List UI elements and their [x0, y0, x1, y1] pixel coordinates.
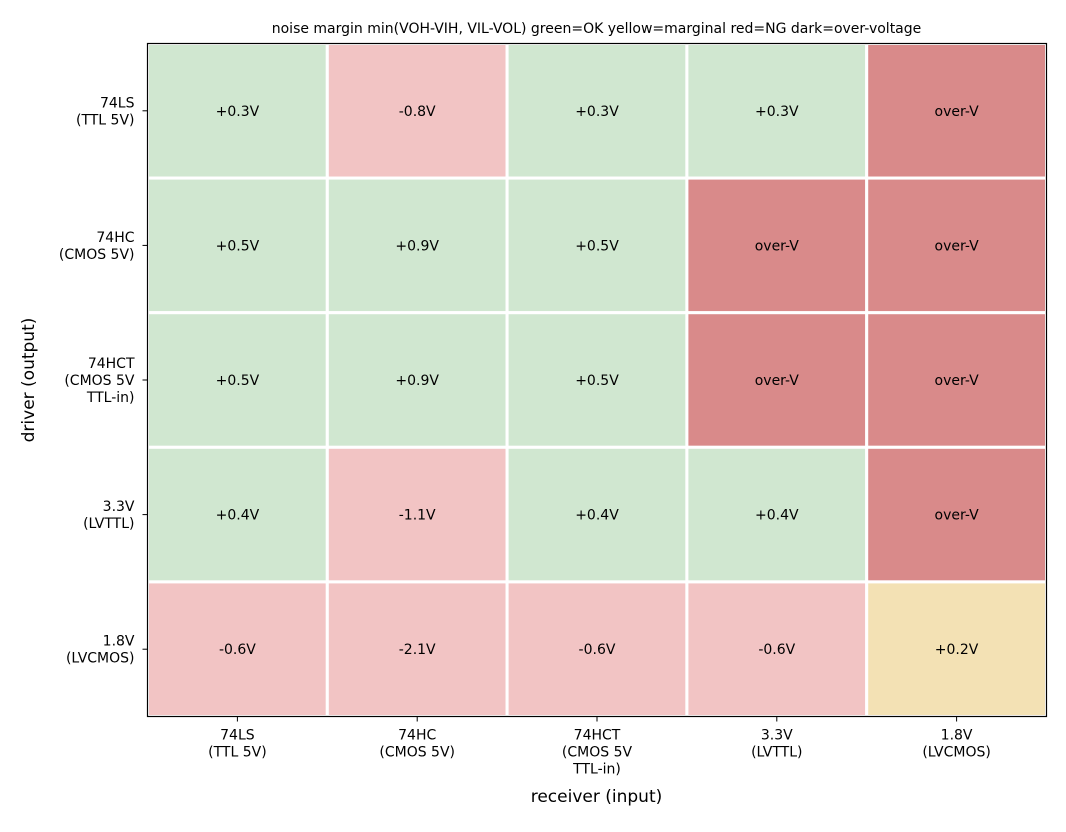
cell-label-r2-c2: +0.5V	[575, 373, 619, 389]
y-tick-label-3: 3.3V (LVTTL)	[83, 499, 135, 532]
y-tick-line-4-1: (LVCMOS)	[66, 651, 135, 667]
heatmap-cell-r4-c1	[325, 580, 509, 719]
cell-label-r3-c1: -1.1V	[399, 508, 436, 524]
heatmap-cell-r3-c2	[505, 445, 689, 584]
cell-label-r1-c3: over-V	[755, 238, 800, 254]
ticks-layer: 74LS (TTL 5V)74HC (CMOS 5V)74HCT (CMOS 5V TT…	[59, 95, 991, 777]
cell-label-r3-c2: +0.4V	[575, 508, 619, 524]
cell-label-r2-c3: over-V	[755, 373, 800, 389]
heatmap-cell-r3-c4	[865, 445, 1049, 584]
y-tick-line-2-1: (CMOS 5V	[64, 373, 135, 389]
x-tick-label-3: 3.3V (LVTTL)	[751, 728, 802, 761]
y-tick-label-4: 1.8V (LVCMOS)	[66, 634, 135, 667]
y-tick-label-1: 74HC (CMOS 5V)	[59, 230, 135, 263]
cell-label-r4-c0: -0.6V	[219, 642, 256, 658]
y-axis-label: driver (output)	[19, 318, 39, 443]
heatmap-cell-r0-c1	[325, 42, 509, 180]
y-tick-line-0-0: 74LS	[100, 95, 135, 111]
cell-label-r1-c4: over-V	[935, 238, 980, 254]
cell-label-r2-c0: +0.5V	[216, 373, 260, 389]
y-tick-line-1-0: 74HC	[96, 230, 134, 246]
heatmap-cell-r4-c4	[865, 580, 1049, 719]
cell-label-r4-c2: -0.6V	[579, 642, 616, 658]
y-tick-line-2-0: 74HCT	[88, 356, 135, 372]
cell-label-r4-c4: +0.2V	[935, 642, 979, 658]
y-tick-line-1-1: (CMOS 5V)	[59, 247, 135, 263]
x-tick-label-1: 74HC (CMOS 5V)	[379, 728, 455, 761]
cell-label-r2-c1: +0.9V	[395, 373, 439, 389]
y-tick-line-3-0: 3.3V	[103, 499, 135, 515]
x-tick-line-2-2: TTL-in)	[572, 762, 621, 778]
plot-frame	[146, 42, 1048, 718]
y-tick-line-4-0: 1.8V	[103, 634, 135, 650]
cells-layer: +0.3V -0.8V +0.3V +0.3V over-V +0.5V +0.9V +0.5…	[146, 42, 1049, 719]
y-tick-line-2-2: TTL-in)	[86, 390, 135, 406]
x-tick-line-4-0: 1.8V	[941, 728, 973, 744]
cell-label-r0-c1: -0.8V	[399, 104, 436, 120]
cell-label-r4-c3: -0.6V	[758, 642, 795, 658]
cell-label-r0-c4: over-V	[935, 104, 980, 120]
x-tick-line-1-1: (CMOS 5V)	[379, 745, 455, 761]
chart-title: noise margin min(VOH-VIH, VIL-VOL) green…	[272, 21, 922, 37]
y-tick-line-0-1: (TTL 5V)	[76, 112, 135, 128]
heatmap-cell-r4-c2	[505, 580, 689, 719]
x-tick-line-2-1: (CMOS 5V	[562, 745, 633, 761]
x-tick-line-1-0: 74HC	[398, 728, 436, 744]
heatmap-cell-r4-c0	[146, 580, 329, 719]
x-axis-label: receiver (input)	[531, 787, 663, 807]
x-tick-line-4-1: (LVCMOS)	[922, 745, 991, 761]
cell-label-r3-c4: over-V	[935, 508, 980, 524]
heatmap-cell-r2-c3	[685, 311, 869, 449]
heatmap-cell-r1-c2	[505, 176, 689, 315]
x-tick-label-4: 1.8V (LVCMOS)	[922, 728, 991, 761]
cell-label-r1-c2: +0.5V	[575, 238, 619, 254]
cell-label-r4-c1: -2.1V	[399, 642, 436, 658]
y-tick-label-2: 74HCT (CMOS 5V TTL-in)	[64, 356, 135, 406]
cell-label-r1-c1: +0.9V	[395, 238, 439, 254]
heatmap-cell-r0-c0	[146, 42, 329, 180]
heatmap-cell-r3-c3	[685, 445, 869, 584]
cell-label-r0-c2: +0.3V	[575, 104, 619, 120]
x-tick-label-2: 74HCT (CMOS 5V TTL-in)	[562, 728, 633, 778]
heatmap-cell-r1-c4	[865, 176, 1049, 315]
cell-label-r3-c0: +0.4V	[216, 508, 260, 524]
x-tick-line-3-0: 3.3V	[761, 728, 793, 744]
x-tick-label-0: 74LS (TTL 5V)	[208, 728, 267, 761]
cell-label-r3-c3: +0.4V	[755, 508, 799, 524]
x-tick-line-0-1: (TTL 5V)	[208, 745, 267, 761]
y-tick-line-3-1: (LVTTL)	[83, 516, 134, 532]
heatmap-cell-r2-c1	[325, 311, 509, 449]
y-tick-label-0: 74LS (TTL 5V)	[76, 95, 135, 128]
heatmap-cell-r3-c1	[325, 445, 509, 584]
x-tick-line-2-0: 74HCT	[574, 728, 621, 744]
cell-label-r0-c0: +0.3V	[216, 104, 260, 120]
cell-label-r1-c0: +0.5V	[216, 238, 260, 254]
x-tick-line-0-0: 74LS	[220, 728, 255, 744]
cell-label-r2-c4: over-V	[935, 373, 980, 389]
x-tick-line-3-1: (LVTTL)	[751, 745, 802, 761]
cell-label-r0-c3: +0.3V	[755, 104, 799, 120]
